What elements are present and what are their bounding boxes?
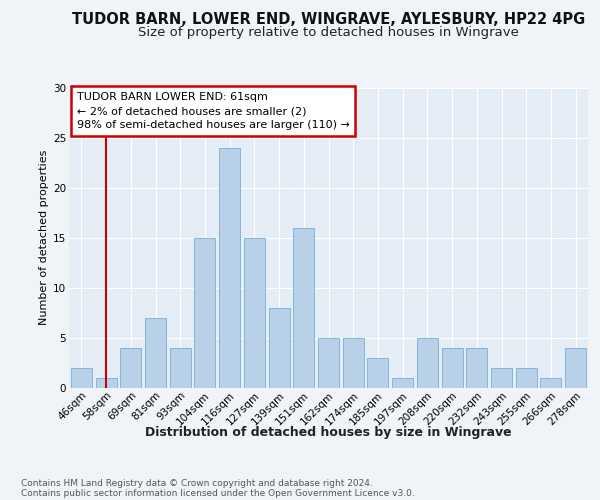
Bar bbox=[95, 378, 116, 388]
Bar bbox=[343, 338, 364, 388]
Bar bbox=[170, 348, 191, 388]
Text: Distribution of detached houses by size in Wingrave: Distribution of detached houses by size … bbox=[145, 426, 512, 439]
Bar bbox=[318, 338, 339, 388]
Bar bbox=[367, 358, 388, 388]
Text: TUDOR BARN, LOWER END, WINGRAVE, AYLESBURY, HP22 4PG: TUDOR BARN, LOWER END, WINGRAVE, AYLESBU… bbox=[72, 12, 586, 28]
Bar bbox=[219, 148, 240, 388]
Bar bbox=[269, 308, 290, 388]
Bar bbox=[194, 238, 215, 388]
Bar bbox=[71, 368, 92, 388]
Text: TUDOR BARN LOWER END: 61sqm
← 2% of detached houses are smaller (2)
98% of semi-: TUDOR BARN LOWER END: 61sqm ← 2% of deta… bbox=[77, 92, 350, 130]
Bar bbox=[145, 318, 166, 388]
Bar bbox=[516, 368, 537, 388]
Bar bbox=[442, 348, 463, 388]
Bar bbox=[541, 378, 562, 388]
Text: Contains HM Land Registry data © Crown copyright and database right 2024.: Contains HM Land Registry data © Crown c… bbox=[21, 478, 373, 488]
Y-axis label: Number of detached properties: Number of detached properties bbox=[39, 150, 49, 325]
Bar bbox=[491, 368, 512, 388]
Text: Size of property relative to detached houses in Wingrave: Size of property relative to detached ho… bbox=[139, 26, 519, 39]
Bar bbox=[417, 338, 438, 388]
Bar bbox=[466, 348, 487, 388]
Bar bbox=[120, 348, 141, 388]
Bar bbox=[293, 228, 314, 388]
Bar bbox=[392, 378, 413, 388]
Bar bbox=[565, 348, 586, 388]
Bar bbox=[244, 238, 265, 388]
Text: Contains public sector information licensed under the Open Government Licence v3: Contains public sector information licen… bbox=[21, 488, 415, 498]
